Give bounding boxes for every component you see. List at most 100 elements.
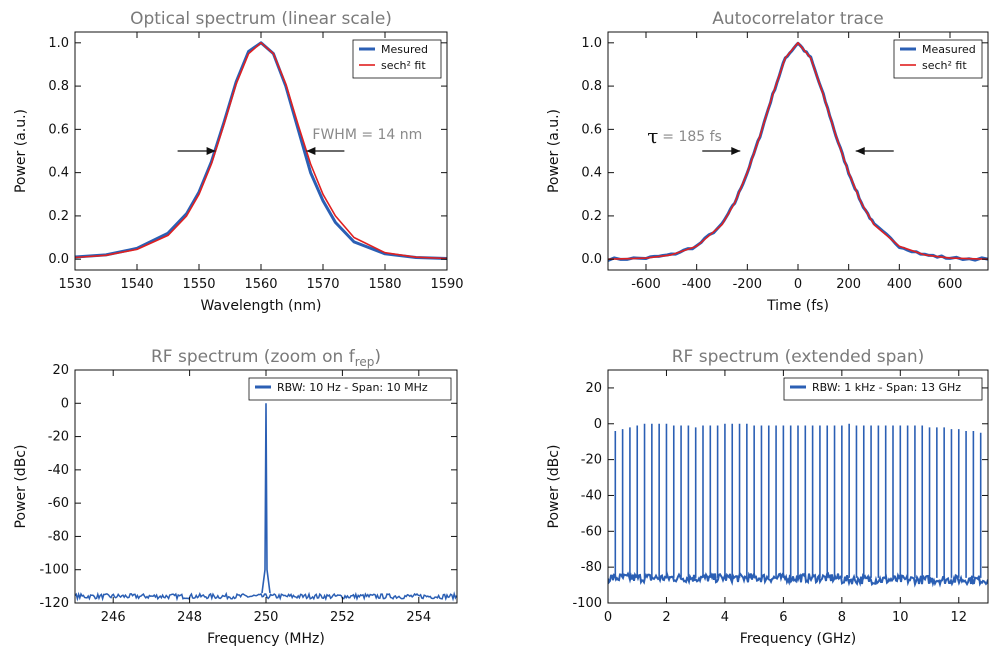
x-tick-label: 10	[892, 610, 909, 625]
y-tick-label: -80	[48, 529, 69, 544]
y-tick-label: -60	[581, 524, 602, 539]
x-tick-label: -200	[733, 277, 763, 292]
x-axis-label: Frequency (GHz)	[740, 631, 856, 647]
y-axis-label: Power (dBc)	[13, 445, 29, 529]
y-tick-label: 0.6	[48, 122, 69, 137]
legend: RBW: 1 kHz - Span: 13 GHz	[783, 377, 983, 401]
y-tick-label: 0	[594, 417, 602, 432]
legend-box	[893, 39, 983, 79]
y-tick-label: 0.6	[581, 122, 602, 137]
y-tick-label: 20	[585, 381, 602, 396]
rf-peak-1	[261, 403, 271, 594]
x-tick-label: 246	[101, 610, 126, 625]
x-tick-label: 1580	[368, 277, 401, 292]
legend-box	[352, 39, 442, 79]
title-subscript: rep	[355, 355, 375, 369]
x-tick-label: 248	[177, 610, 202, 625]
y-tick-label: -40	[581, 488, 602, 503]
legend-label-1: Mesured	[381, 43, 428, 56]
legend-box	[783, 377, 983, 401]
y-axis-label: Power (dBc)	[546, 445, 562, 529]
y-tick-label: -40	[48, 463, 69, 478]
plot-area	[608, 41, 988, 262]
x-tick-label: 600	[938, 277, 963, 292]
tau-symbol: τ	[647, 124, 658, 148]
legend-label-1: Measured	[922, 43, 976, 56]
x-tick-label: 1540	[120, 277, 153, 292]
chart-panel-3: RF spectrum (zoom on frep) 246 248 250 252 25…	[13, 347, 458, 647]
x-tick-label: 2	[662, 610, 670, 625]
x-tick-label: 254	[406, 610, 431, 625]
series-line-2	[608, 42, 988, 260]
series-line-2	[75, 42, 447, 260]
x-axis-label: Frequency (MHz)	[207, 631, 325, 647]
y-tick-label: -20	[581, 453, 602, 468]
noise-band	[608, 570, 988, 588]
chart-title: Optical spectrum (linear scale)	[130, 9, 392, 29]
x-tick-label: 400	[887, 277, 912, 292]
x-tick-label: 1560	[244, 277, 277, 292]
x-tick-label: 1570	[306, 277, 339, 292]
fwhm-arrow-right-head	[855, 147, 865, 155]
x-tick-label: 200	[836, 277, 861, 292]
x-tick-label: 8	[838, 610, 846, 625]
legend: Measured sech² fit	[893, 39, 983, 79]
x-tick-label: 1550	[182, 277, 215, 292]
legend: Mesured sech² fit	[352, 39, 442, 79]
y-tick-label: 0	[61, 396, 69, 411]
x-tick-label: 12	[950, 610, 967, 625]
legend-label-1: RBW: 10 Hz - Span: 10 MHz	[277, 381, 428, 394]
y-tick-label: -120	[39, 596, 69, 611]
y-tick-label: 20	[52, 363, 69, 378]
x-axis-label: Time (fs)	[766, 298, 829, 314]
legend-box	[248, 377, 452, 401]
x-tick-label: 1530	[58, 277, 91, 292]
plot-frame	[607, 369, 989, 604]
x-tick-label: 0	[794, 277, 802, 292]
y-tick-label: 0.8	[48, 79, 69, 94]
chart-title: RF spectrum (zoom on frep)	[151, 347, 381, 369]
legend-label-2: sech² fit	[381, 59, 426, 72]
y-axis-label: Power (a.u.)	[546, 109, 562, 193]
x-tick-label: 6	[779, 610, 787, 625]
y-tick-label: 0.4	[48, 166, 69, 181]
y-tick-label: 0.4	[581, 166, 602, 181]
legend-label-1: RBW: 1 kHz - Span: 13 GHz	[812, 381, 961, 394]
fwhm-arrow-left-head	[731, 147, 741, 155]
chart-panel-1: Optical spectrum (linear scale) 1530 1540 1…	[13, 9, 464, 314]
noise-floor	[75, 591, 457, 602]
pulse-width-annotation: = 185 fs	[662, 129, 722, 145]
plot-area	[75, 41, 447, 260]
x-axis-label: Wavelength (nm)	[201, 298, 322, 314]
y-tick-label: 0.2	[48, 209, 69, 224]
y-tick-label: 1.0	[48, 36, 69, 51]
chart-title: Autocorrelator trace	[712, 9, 883, 29]
y-tick-label: 0.0	[48, 252, 69, 267]
x-tick-label: -400	[682, 277, 712, 292]
y-tick-label: 0.8	[581, 79, 602, 94]
legend-label-2: sech² fit	[922, 59, 967, 72]
x-tick-label: 0	[604, 610, 612, 625]
chart-title: RF spectrum (extended span)	[672, 347, 925, 367]
fwhm-arrow-left-head	[206, 147, 216, 155]
y-tick-label: -100	[572, 596, 602, 611]
x-tick-label: 1590	[430, 277, 463, 292]
y-axis-label: Power (a.u.)	[13, 109, 29, 193]
legend: RBW: 10 Hz - Span: 10 MHz	[248, 377, 452, 401]
y-tick-label: -20	[48, 430, 69, 445]
chart-panel-4: RF spectrum (extended span)0 2 4 6 8 10 12200-…	[546, 347, 989, 647]
x-tick-label: 4	[721, 610, 729, 625]
chart-panel-2: Autocorrelator trace -600 -400 -200 0 200 400 6…	[546, 9, 989, 314]
y-tick-label: -100	[39, 563, 69, 578]
y-tick-label: 0.0	[581, 252, 602, 267]
fwhm-arrow-right-head	[306, 147, 316, 155]
title-suffix: )	[374, 347, 381, 367]
plot-area	[75, 403, 457, 602]
y-tick-label: 1.0	[581, 36, 602, 51]
fwhm-annotation: FWHM = 14 nm	[312, 127, 422, 143]
x-tick-label: 252	[330, 610, 355, 625]
y-tick-label: -80	[581, 560, 602, 575]
x-tick-label: 250	[254, 610, 279, 625]
plot-area	[608, 423, 988, 588]
